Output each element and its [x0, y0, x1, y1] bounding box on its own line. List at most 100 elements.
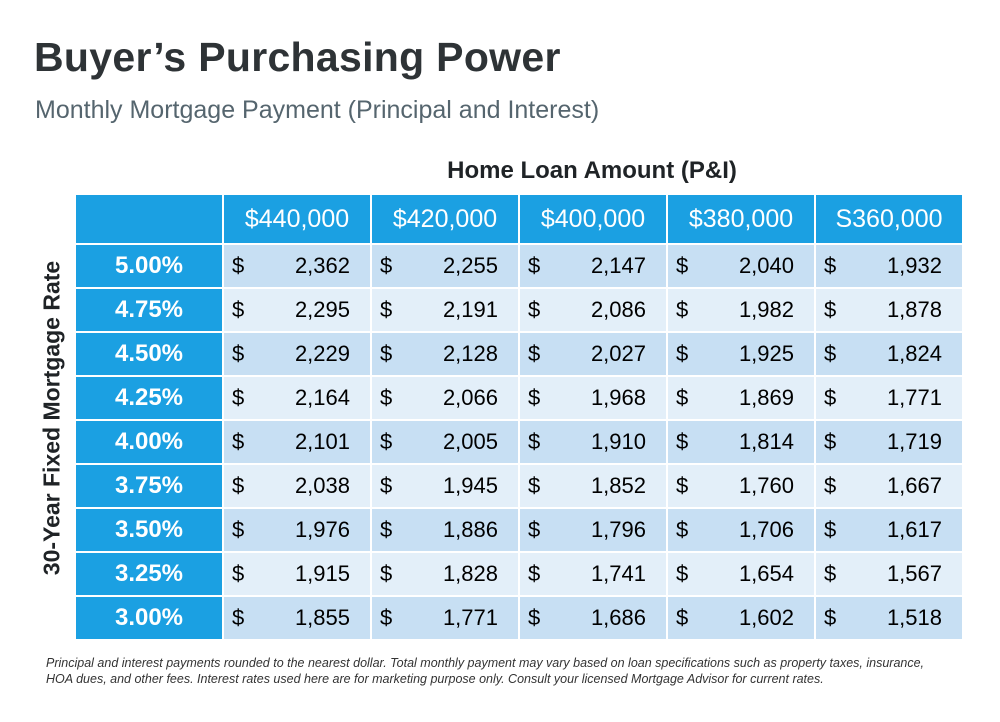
payment-cell: $2,005 — [370, 419, 520, 465]
currency-symbol: $ — [232, 517, 245, 542]
payment-amount: 1,878 — [886, 297, 942, 322]
table-body: 5.00% $2,362 $2,255 $2,147 $2,040 $1,932 4.75%… — [74, 243, 964, 641]
payment-amount: 1,852 — [590, 473, 646, 498]
currency-symbol: $ — [528, 561, 541, 586]
payment-amount: 1,828 — [442, 561, 498, 586]
payment-cell: $2,086 — [518, 287, 668, 333]
payment-amount: 1,617 — [886, 517, 942, 542]
currency-symbol: $ — [380, 429, 393, 454]
table-row: 4.50% $2,229 $2,128 $2,027 $1,925 $1,824 — [74, 331, 964, 377]
payment-amount: 1,771 — [442, 605, 498, 630]
currency-symbol: $ — [232, 561, 245, 586]
currency-symbol: $ — [676, 297, 689, 322]
payment-cell: $1,976 — [222, 507, 372, 553]
currency-symbol: $ — [528, 253, 541, 278]
currency-symbol: $ — [380, 341, 393, 366]
header-row: $440,000 $420,000 $400,000 $380,000 S360,000 — [74, 193, 964, 245]
payment-amount: 1,855 — [294, 605, 350, 630]
currency-symbol: $ — [676, 605, 689, 630]
currency-symbol: $ — [824, 605, 837, 630]
rate-label: 4.25% — [74, 375, 224, 421]
payment-cell: $1,667 — [814, 463, 964, 509]
payment-cell: $2,164 — [222, 375, 372, 421]
payment-cell: $2,128 — [370, 331, 520, 377]
payment-cell: $1,982 — [666, 287, 816, 333]
currency-symbol: $ — [528, 385, 541, 410]
rate-label: 5.00% — [74, 243, 224, 289]
rate-label: 4.50% — [74, 331, 224, 377]
table-row: 5.00% $2,362 $2,255 $2,147 $2,040 $1,932 — [74, 243, 964, 289]
currency-symbol: $ — [824, 297, 837, 322]
currency-symbol: $ — [380, 253, 393, 278]
payment-cell: $1,878 — [814, 287, 964, 333]
payment-cell: $1,518 — [814, 595, 964, 641]
payment-cell: $1,968 — [518, 375, 668, 421]
table-row: 3.25% $1,915 $1,828 $1,741 $1,654 $1,567 — [74, 551, 964, 597]
currency-symbol: $ — [380, 473, 393, 498]
table-row: 4.00% $2,101 $2,005 $1,910 $1,814 $1,719 — [74, 419, 964, 465]
row-axis-label: 30-Year Fixed Mortgage Rate — [38, 260, 65, 576]
currency-symbol: $ — [380, 517, 393, 542]
payment-amount: 2,191 — [442, 297, 498, 322]
payment-amount: 2,066 — [442, 385, 498, 410]
payment-amount: 1,886 — [442, 517, 498, 542]
currency-symbol: $ — [676, 517, 689, 542]
currency-symbol: $ — [824, 473, 837, 498]
payment-amount: 1,667 — [886, 473, 942, 498]
payment-amount: 2,147 — [590, 253, 646, 278]
column-header-3: $380,000 — [666, 193, 816, 245]
column-axis-label: Home Loan Amount (P&I) — [447, 157, 737, 184]
currency-symbol: $ — [676, 429, 689, 454]
payment-amount: 2,027 — [590, 341, 646, 366]
payment-cell: $1,771 — [370, 595, 520, 641]
payment-cell: $1,760 — [666, 463, 816, 509]
payment-cell: $1,925 — [666, 331, 816, 377]
currency-symbol: $ — [232, 429, 245, 454]
table-row: 4.25% $2,164 $2,066 $1,968 $1,869 $1,771 — [74, 375, 964, 421]
payment-amount: 2,295 — [294, 297, 350, 322]
payment-cell: $2,040 — [666, 243, 816, 289]
payment-cell: $1,932 — [814, 243, 964, 289]
currency-symbol: $ — [380, 605, 393, 630]
payment-cell: $1,886 — [370, 507, 520, 553]
payment-amount: 2,255 — [442, 253, 498, 278]
payment-cell: $1,567 — [814, 551, 964, 597]
column-header-0: $440,000 — [222, 193, 372, 245]
currency-symbol: $ — [528, 473, 541, 498]
payment-cell: $1,741 — [518, 551, 668, 597]
payment-amount: 1,796 — [590, 517, 646, 542]
payment-cell: $2,295 — [222, 287, 372, 333]
payment-amount: 1,706 — [738, 517, 794, 542]
payment-cell: $2,362 — [222, 243, 372, 289]
payment-table: $440,000 $420,000 $400,000 $380,000 S360,000… — [74, 193, 964, 641]
footnote: Principal and interest payments rounded … — [46, 656, 925, 686]
rate-label: 4.75% — [74, 287, 224, 333]
currency-symbol: $ — [676, 561, 689, 586]
currency-symbol: $ — [380, 297, 393, 322]
rate-label: 3.75% — [74, 463, 224, 509]
currency-symbol: $ — [528, 517, 541, 542]
payment-cell: $2,101 — [222, 419, 372, 465]
payment-cell: $2,027 — [518, 331, 668, 377]
payment-cell: $1,654 — [666, 551, 816, 597]
table-row: 3.50% $1,976 $1,886 $1,796 $1,706 $1,617 — [74, 507, 964, 553]
payment-amount: 2,005 — [442, 429, 498, 454]
table-row: 3.00% $1,855 $1,771 $1,686 $1,602 $1,518 — [74, 595, 964, 641]
payment-cell: $1,602 — [666, 595, 816, 641]
payment-cell: $1,771 — [814, 375, 964, 421]
payment-amount: 1,925 — [738, 341, 794, 366]
column-header-4: S360,000 — [814, 193, 964, 245]
payment-amount: 1,932 — [886, 253, 942, 278]
currency-symbol: $ — [528, 341, 541, 366]
payment-amount: 1,982 — [738, 297, 794, 322]
payment-amount: 2,229 — [294, 341, 350, 366]
payment-amount: 1,869 — [738, 385, 794, 410]
payment-amount: 2,086 — [590, 297, 646, 322]
payment-cell: $1,910 — [518, 419, 668, 465]
currency-symbol: $ — [824, 517, 837, 542]
payment-cell: $2,191 — [370, 287, 520, 333]
payment-amount: 2,164 — [294, 385, 350, 410]
payment-amount: 2,040 — [738, 253, 794, 278]
payment-amount: 1,814 — [738, 429, 794, 454]
currency-symbol: $ — [676, 473, 689, 498]
